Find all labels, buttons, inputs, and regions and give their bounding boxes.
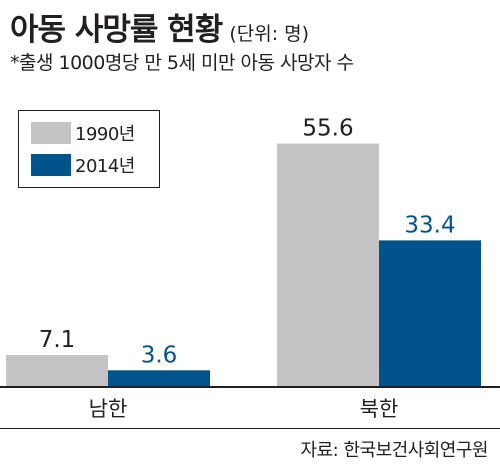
title-row: 아동 사망률 현황 (단위: 명) (10, 4, 309, 49)
bar-1990-1 (277, 143, 379, 386)
source-note: 자료: 한국보건사회연구원 (300, 440, 489, 461)
legend-label-1990: 1990년 (75, 124, 135, 145)
bar-2014-1 (379, 240, 481, 386)
category-label-0: 남한 (89, 397, 128, 421)
bar-2014-0 (108, 370, 210, 386)
legend-swatch-1990 (31, 122, 71, 144)
legend-item-1990: 1990년 (31, 121, 135, 145)
footer-divider (0, 428, 500, 429)
data-label-2014-1: 33.4 (404, 212, 455, 238)
category-label-1: 북한 (360, 397, 399, 421)
chart-subtitle: *출생 1000명당 만 5세 미만 아동 사망자 수 (10, 52, 354, 74)
legend-label-2014: 2014년 (75, 156, 135, 177)
data-label-2014-0: 3.6 (141, 342, 178, 368)
legend-swatch-2014 (31, 154, 71, 176)
chart-title: 아동 사망률 현황 (10, 12, 223, 48)
x-axis-line (0, 386, 500, 388)
data-label-1990-0: 7.1 (39, 327, 76, 353)
data-label-1990-1: 55.6 (302, 116, 353, 142)
chart-unit-note: (단위: 명) (229, 23, 310, 45)
legend-item-2014: 2014년 (31, 153, 135, 177)
chart-legend: 1990년 2014년 (18, 110, 160, 188)
bar-1990-0 (6, 355, 108, 386)
